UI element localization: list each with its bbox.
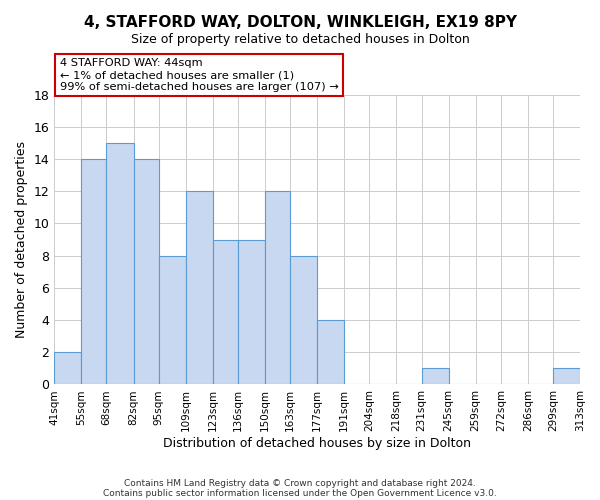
Text: 4, STAFFORD WAY, DOLTON, WINKLEIGH, EX19 8PY: 4, STAFFORD WAY, DOLTON, WINKLEIGH, EX19…	[83, 15, 517, 30]
Bar	[106, 143, 134, 384]
Text: Size of property relative to detached houses in Dolton: Size of property relative to detached ho…	[131, 32, 469, 46]
Text: Contains HM Land Registry data © Crown copyright and database right 2024.: Contains HM Land Registry data © Crown c…	[124, 478, 476, 488]
Bar	[238, 240, 265, 384]
Bar	[54, 352, 82, 384]
Bar	[317, 320, 344, 384]
Text: 4 STAFFORD WAY: 44sqm
← 1% of detached houses are smaller (1)
99% of semi-detach: 4 STAFFORD WAY: 44sqm ← 1% of detached h…	[59, 58, 338, 92]
Bar	[186, 191, 213, 384]
Bar	[422, 368, 449, 384]
Bar	[290, 256, 317, 384]
Bar	[158, 256, 186, 384]
Bar	[134, 159, 158, 384]
Bar	[213, 240, 238, 384]
Text: Contains public sector information licensed under the Open Government Licence v3: Contains public sector information licen…	[103, 488, 497, 498]
Y-axis label: Number of detached properties: Number of detached properties	[15, 141, 28, 338]
Bar	[265, 191, 290, 384]
Bar	[82, 159, 106, 384]
Bar	[553, 368, 580, 384]
X-axis label: Distribution of detached houses by size in Dolton: Distribution of detached houses by size …	[163, 437, 471, 450]
